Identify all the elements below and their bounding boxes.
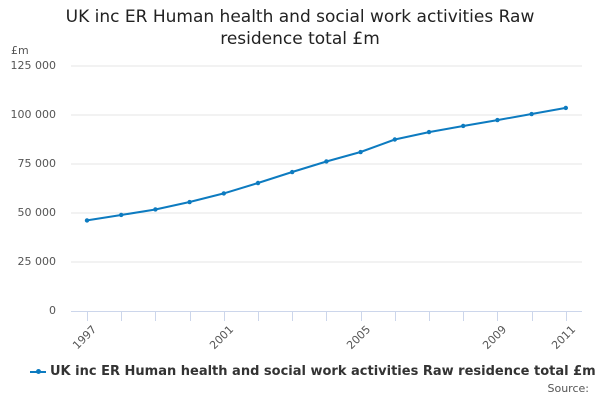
data-point-marker[interactable] <box>529 111 534 117</box>
chart-title-line-2: residence total £m <box>220 29 380 49</box>
data-point-marker[interactable] <box>119 212 124 218</box>
legend-item[interactable]: UK inc ER Human health and social work a… <box>30 364 596 379</box>
data-point-marker[interactable] <box>392 137 397 142</box>
data-point-marker[interactable] <box>84 218 90 223</box>
data-point-marker[interactable] <box>290 169 295 175</box>
data-point-marker[interactable] <box>495 117 500 123</box>
y-axis-unit-label: £m <box>11 44 29 57</box>
data-point-marker[interactable] <box>187 199 192 205</box>
data-point-marker[interactable] <box>255 180 261 186</box>
gridlines <box>71 65 582 263</box>
legend-label: UK inc ER Human health and social work a… <box>50 364 596 379</box>
y-axis-tick-label: 25 000 <box>17 255 57 268</box>
y-axis-tick-label: 0 <box>49 304 56 317</box>
data-series <box>84 105 568 223</box>
source-label: Source: <box>547 382 590 395</box>
data-point-marker[interactable] <box>358 149 363 155</box>
legend-line-marker-icon <box>30 367 46 377</box>
y-axis-tick-label: 50 000 <box>17 206 57 219</box>
data-point-marker[interactable] <box>426 129 432 135</box>
y-axis-tick-label: 125 000 <box>10 59 57 72</box>
y-axis-tick-label: 100 000 <box>10 108 57 121</box>
data-point-marker[interactable] <box>221 191 226 196</box>
chart-title: UK inc ER Human health and social work a… <box>0 6 600 50</box>
data-point-marker[interactable] <box>324 159 329 164</box>
y-axis-tick-label: 75 000 <box>17 157 57 170</box>
x-axis <box>71 311 582 321</box>
data-point-marker[interactable] <box>461 123 466 129</box>
data-point-marker[interactable] <box>563 105 568 111</box>
data-point-marker[interactable] <box>153 207 158 212</box>
chart-title-line-1: UK inc ER Human health and social work a… <box>65 7 535 27</box>
